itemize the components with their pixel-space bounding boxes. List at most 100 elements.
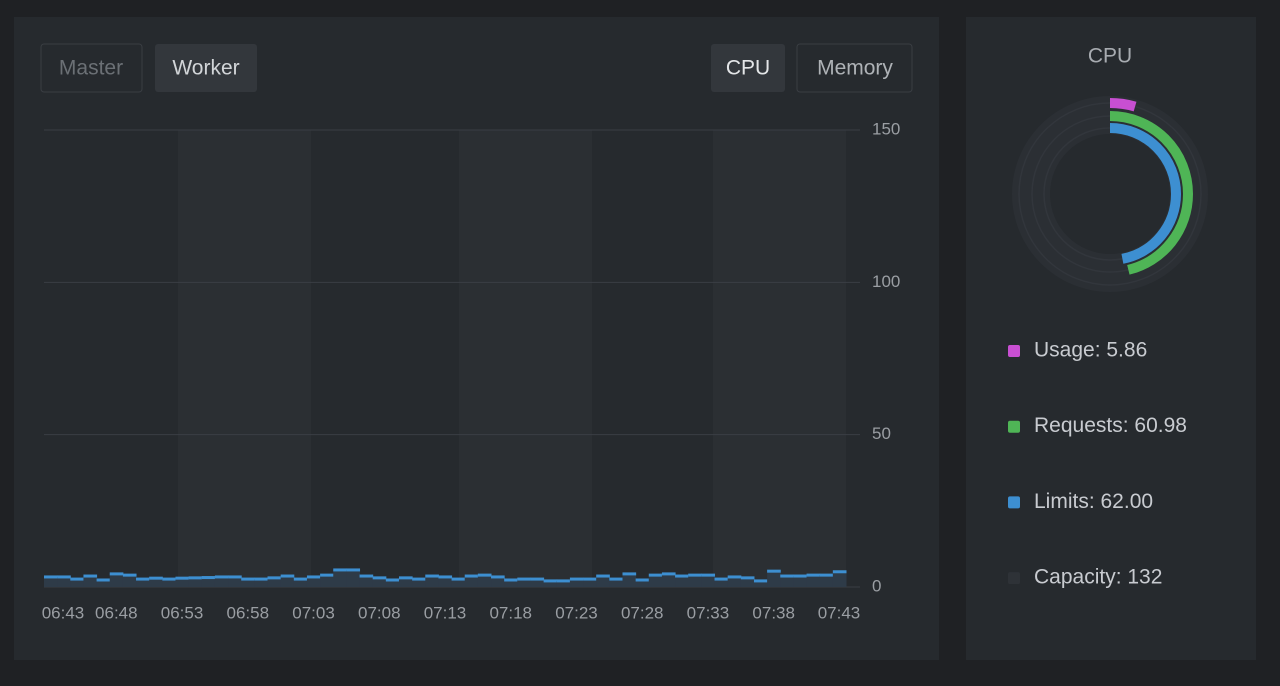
area-step <box>477 575 492 587</box>
line-step <box>675 574 689 578</box>
line-step <box>241 577 255 581</box>
area-step <box>569 579 584 587</box>
line-step <box>228 575 242 579</box>
line-step <box>648 573 663 577</box>
area-step <box>214 576 229 587</box>
line-step <box>556 579 571 583</box>
area-step <box>175 578 190 587</box>
area-step <box>661 573 676 587</box>
line-step <box>333 568 347 572</box>
line-step <box>149 576 163 580</box>
x-tick-label: 06:43 <box>42 603 85 622</box>
area-step <box>96 579 111 587</box>
line-step <box>583 577 597 581</box>
area-step <box>241 579 255 587</box>
area-step <box>753 580 768 587</box>
area-step <box>320 575 334 587</box>
line-step <box>214 575 229 579</box>
area-step <box>464 576 479 587</box>
area-step <box>412 579 426 587</box>
time-band <box>459 130 592 587</box>
x-tick-label: 07:08 <box>358 603 401 622</box>
area-step <box>425 576 439 587</box>
line-step <box>767 569 781 573</box>
area-step <box>701 575 716 587</box>
button-frame <box>155 44 257 92</box>
line-step <box>543 579 558 583</box>
area-step <box>517 579 531 587</box>
button-frame <box>711 44 785 92</box>
area-step <box>622 573 637 587</box>
area-step <box>675 576 689 587</box>
area-step <box>727 576 742 587</box>
cpu-button[interactable]: CPU <box>711 44 785 92</box>
area-step <box>596 576 610 587</box>
line-step <box>136 577 150 581</box>
line-step <box>188 576 203 580</box>
area-step <box>504 579 518 587</box>
area-step <box>740 577 755 587</box>
area-step <box>346 569 361 587</box>
x-tick-label: 07:23 <box>555 603 598 622</box>
line-step <box>425 574 439 578</box>
donut-hole <box>1050 134 1170 254</box>
button-label: CPU <box>726 57 770 80</box>
area-step <box>83 576 98 587</box>
line-step <box>727 575 742 579</box>
line-step <box>832 570 847 574</box>
line-step <box>661 572 676 576</box>
line-step <box>372 576 387 580</box>
x-tick-label: 07:28 <box>621 603 664 622</box>
line-step <box>385 578 400 582</box>
area-step <box>530 579 545 587</box>
button-frame <box>796 43 913 93</box>
area-step <box>44 576 58 587</box>
master-button[interactable]: Master <box>40 43 143 93</box>
legend-label: Requests: 60.98 <box>1034 414 1187 437</box>
ring-arc <box>1027 111 1193 277</box>
area-step <box>832 571 847 587</box>
line-step <box>701 573 716 577</box>
legend-swatch <box>1008 496 1020 509</box>
area-step <box>780 576 794 587</box>
area-step <box>648 575 663 587</box>
line-step <box>569 577 584 581</box>
worker-button[interactable]: Worker <box>155 44 257 92</box>
button-label: Worker <box>172 57 239 80</box>
area-step <box>688 575 702 587</box>
area-step <box>149 578 163 587</box>
line-step <box>57 575 71 579</box>
area-step <box>109 573 124 587</box>
line-step <box>162 577 176 581</box>
line-step <box>44 575 58 579</box>
x-tick-label: 07:13 <box>424 603 467 622</box>
line-step <box>688 573 702 577</box>
ring-arc <box>1014 98 1206 290</box>
legend-swatch <box>1008 345 1020 357</box>
area-step <box>609 579 623 587</box>
memory-button[interactable]: Memory <box>796 43 913 93</box>
area-step <box>385 579 400 587</box>
line-step <box>464 574 479 578</box>
area-step <box>267 577 282 587</box>
area-step <box>136 579 150 587</box>
line-step <box>412 577 426 581</box>
line-step <box>517 577 531 581</box>
area-step <box>306 576 321 587</box>
x-tick-label: 07:33 <box>687 603 730 622</box>
area-step <box>806 575 821 587</box>
area-step <box>228 576 242 587</box>
line-step <box>122 573 137 577</box>
line-step <box>504 578 518 582</box>
x-tick-label: 07:43 <box>818 603 861 622</box>
line-step <box>609 577 623 581</box>
area-step <box>819 575 834 587</box>
area-step <box>359 576 374 587</box>
x-tick-label: 06:48 <box>95 603 138 622</box>
line-step <box>753 579 768 583</box>
area-step <box>293 579 308 587</box>
line-step <box>175 576 190 580</box>
line-step <box>491 575 505 579</box>
